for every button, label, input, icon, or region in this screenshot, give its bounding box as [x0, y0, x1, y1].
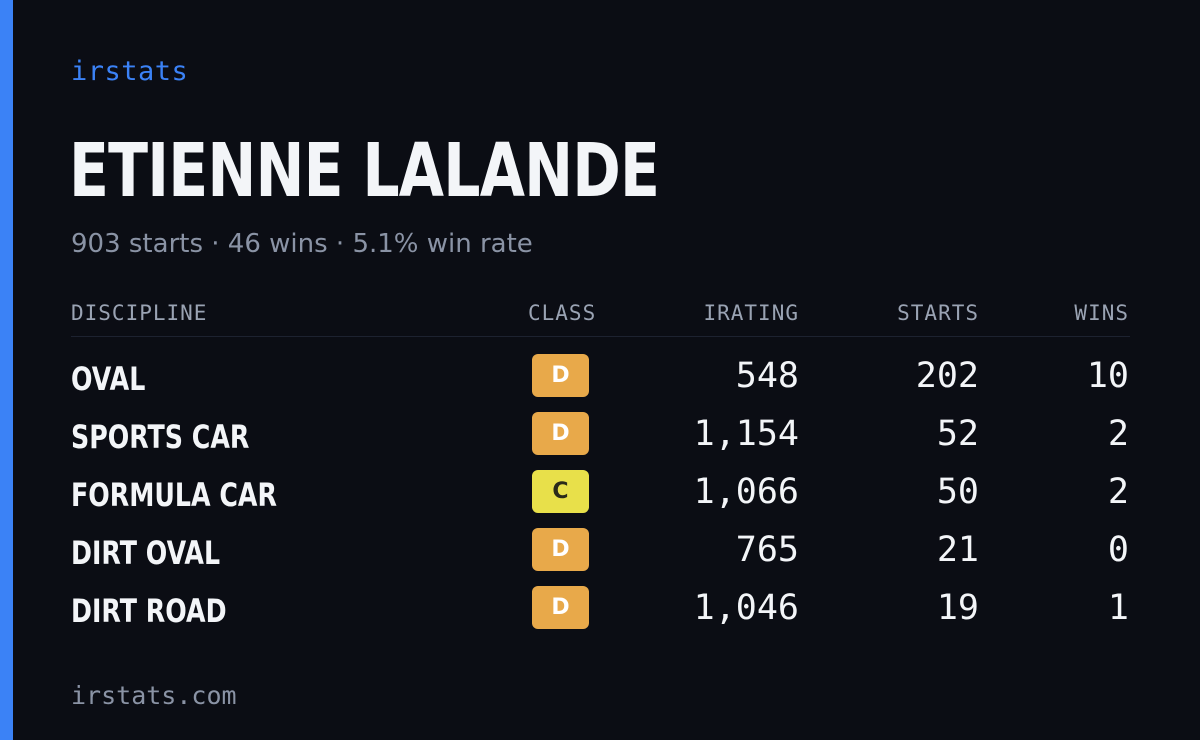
starts-value: 21: [936, 530, 979, 570]
irating-value: 765: [735, 530, 799, 570]
class-badge: D: [532, 586, 589, 629]
header-divider: [71, 336, 1130, 337]
accent-bar: [0, 0, 13, 740]
table-row: DIRT ROAD D 1,046 19 1: [0, 586, 1200, 644]
table-row: OVAL D 548 202 10: [0, 354, 1200, 412]
class-badge: C: [532, 470, 589, 513]
table-row: FORMULA CAR C 1,066 50 2: [0, 470, 1200, 528]
footer-url: irstats.com: [71, 681, 237, 710]
irating-value: 1,046: [693, 588, 799, 628]
wins-value: 0: [1107, 530, 1129, 570]
discipline-name: DIRT OVAL: [71, 534, 221, 572]
header-discipline: DISCIPLINE: [71, 301, 208, 325]
wins-value: 10: [1086, 356, 1129, 396]
discipline-name: OVAL: [71, 360, 146, 398]
wins-value: 2: [1107, 472, 1129, 512]
wins-value: 2: [1107, 414, 1129, 454]
irating-value: 1,066: [693, 472, 799, 512]
irating-value: 1,154: [693, 414, 799, 454]
class-badge: D: [532, 354, 589, 397]
driver-summary: 903 starts · 46 wins · 5.1% win rate: [71, 229, 533, 259]
header-irating: IRATING: [703, 301, 799, 325]
discipline-name: FORMULA CAR: [71, 476, 277, 514]
header-wins: WINS: [1074, 301, 1129, 325]
irating-value: 548: [735, 356, 799, 396]
class-badge: D: [532, 412, 589, 455]
starts-value: 19: [936, 588, 979, 628]
starts-value: 50: [936, 472, 979, 512]
brand-logo: irstats: [71, 56, 189, 87]
header-class: CLASS: [528, 301, 597, 325]
driver-name: ETIENNE LALANDE: [69, 128, 660, 214]
discipline-name: SPORTS CAR: [71, 418, 250, 456]
discipline-name: DIRT ROAD: [71, 592, 227, 630]
header-starts: STARTS: [897, 301, 979, 325]
class-badge: D: [532, 528, 589, 571]
starts-value: 52: [936, 414, 979, 454]
wins-value: 1: [1107, 588, 1129, 628]
table-row: DIRT OVAL D 765 21 0: [0, 528, 1200, 586]
table-row: SPORTS CAR D 1,154 52 2: [0, 412, 1200, 470]
starts-value: 202: [915, 356, 979, 396]
